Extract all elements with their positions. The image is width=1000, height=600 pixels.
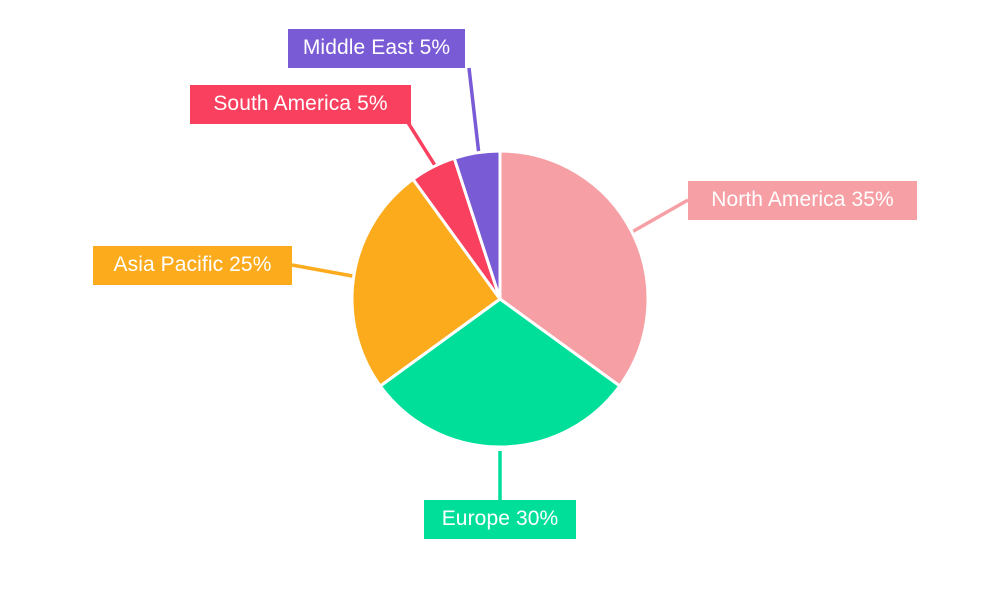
pie-slice-asia-pacific[interactable]	[350, 177, 502, 388]
pie-slice-middle-east[interactable]	[452, 149, 502, 301]
leader-lines-group	[291, 67, 689, 500]
pie-slice-north-america[interactable]	[498, 149, 650, 388]
leader-line-middle-east	[467, 67, 481, 156]
pie-label-europe[interactable]: Europe 30%	[424, 500, 576, 539]
leader-line-north-america	[631, 198, 689, 234]
pie-label-middle-east[interactable]: Middle East 5%	[288, 29, 465, 68]
pie-slice-europe[interactable]	[378, 297, 622, 449]
pie-label-south-america[interactable]: South America 5%	[190, 85, 411, 124]
pie-label-north-america[interactable]: North America 35%	[688, 181, 917, 220]
pie-wedges-group	[350, 149, 650, 449]
leader-line-south-america	[405, 120, 438, 168]
pie-label-asia-pacific[interactable]: Asia Pacific 25%	[93, 246, 292, 285]
leader-line-asia-pacific	[291, 263, 359, 279]
